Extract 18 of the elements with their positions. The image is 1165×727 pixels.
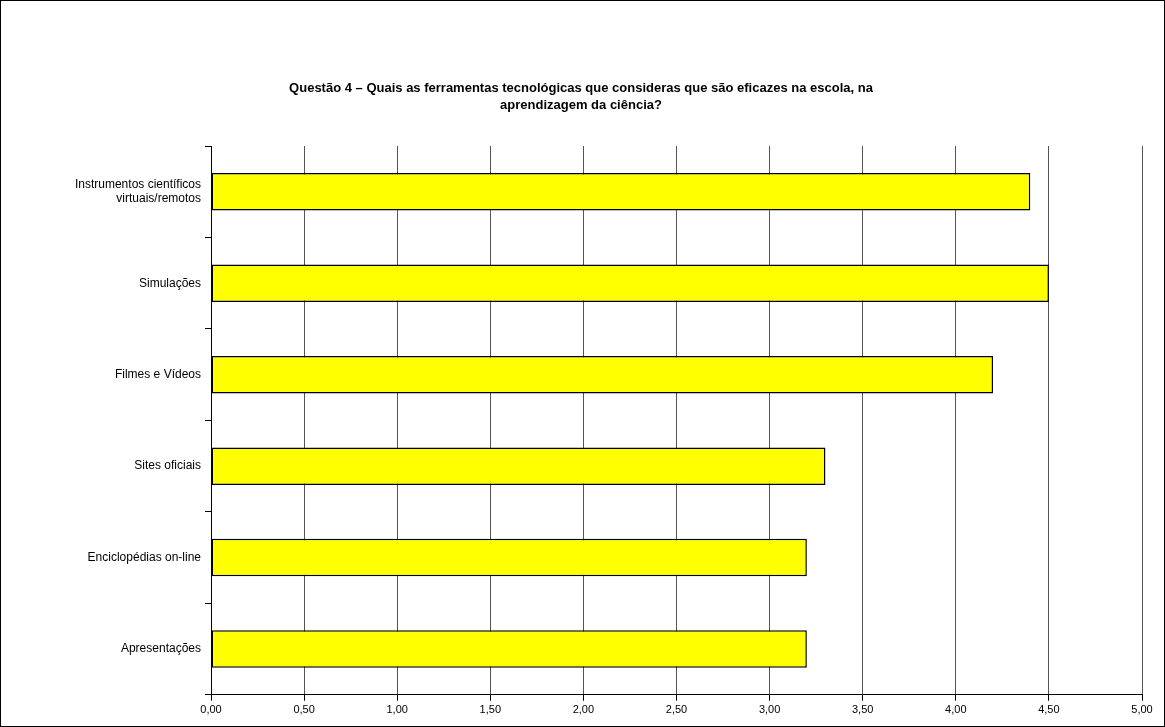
x-tick-label: 0,00 (200, 703, 222, 716)
chart-title: Questão 4 – Quais as ferramentas tecnológicas que consideras que são eficazes na escola, na aprendizagem da ciência? (288, 79, 874, 113)
y-tick-label: Simulações (138, 275, 201, 290)
x-tick-label: 3,50 (851, 703, 874, 716)
x-tick-label: 2,50 (665, 703, 688, 716)
x-tick-label: 3,00 (758, 703, 781, 716)
y-tick-label: Sites oficiais (134, 458, 201, 473)
x-tick-label: 2,00 (572, 703, 595, 716)
y-tick-label: Filmes e Vídeos (114, 366, 201, 381)
x-tick-label: 4,50 (1038, 703, 1060, 716)
x-tick-label: 4,00 (945, 703, 967, 716)
x-tick-label: 5,00 (1131, 703, 1153, 716)
x-tick-label: 0,50 (293, 703, 315, 716)
x-tick-label: 1,50 (479, 703, 502, 716)
y-tick-label: Instrumentos científicos virtuais/remotos (74, 176, 201, 206)
y-tick-label: Apresentações (120, 641, 201, 656)
y-tick-label: Enciclopédias on-line (87, 549, 202, 564)
x-tick-label: 1,00 (386, 703, 408, 716)
